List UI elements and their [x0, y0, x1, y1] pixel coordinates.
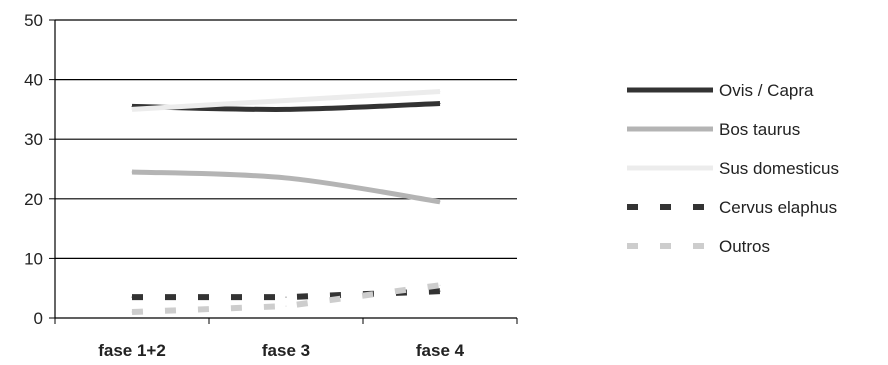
- legend-label-ovis-capra: Ovis / Capra: [719, 81, 814, 100]
- y-tick-label: 50: [24, 11, 43, 30]
- data-point-bos-taurus: [439, 201, 441, 203]
- data-point-sus-domesticus: [439, 91, 441, 93]
- legend-label-sus-domesticus: Sus domesticus: [719, 159, 839, 178]
- data-point-bos-taurus: [285, 177, 287, 179]
- y-tick-label: 40: [24, 71, 43, 90]
- data-point-ovis-capra: [439, 102, 441, 104]
- x-category-label: fase 1+2: [98, 341, 166, 360]
- data-point-ovis-capra: [285, 108, 287, 110]
- data-point-outros: [131, 311, 133, 313]
- axes: [49, 19, 518, 324]
- y-tick-labels: 0 10 20 30 40 50: [24, 11, 43, 328]
- y-tick-label: 20: [24, 190, 43, 209]
- x-category-label: fase 3: [262, 341, 310, 360]
- data-point-sus-domesticus: [131, 108, 133, 110]
- data-point-cervus-elaphus: [131, 296, 133, 298]
- x-category-label: fase 4: [416, 341, 465, 360]
- data-point-cervus-elaphus: [439, 290, 441, 292]
- y-tick-label: 0: [34, 309, 43, 328]
- data-point-sus-domesticus: [285, 99, 287, 101]
- x-category-labels: fase 1+2 fase 3 fase 4: [98, 341, 464, 360]
- series-line-bos-taurus: [131, 169, 441, 205]
- data-point-outros: [439, 284, 441, 286]
- legend: Ovis / Capra Bos taurus Sus domesticus Cerv…: [627, 81, 839, 256]
- series-line-outros: [131, 282, 441, 316]
- data-point-cervus-elaphus: [285, 296, 287, 298]
- gridlines: [55, 19, 517, 259]
- series-line-cervus-elaphus: [132, 288, 441, 301]
- data-point-ovis-capra: [131, 105, 133, 107]
- y-tick-label: 10: [24, 249, 43, 268]
- legend-label-bos-taurus: Bos taurus: [719, 120, 800, 139]
- legend-label-outros: Outros: [719, 237, 770, 256]
- y-tick-label: 30: [24, 130, 43, 149]
- series-lines: [131, 89, 441, 316]
- data-point-outros: [285, 305, 287, 307]
- data-point-bos-taurus: [131, 171, 133, 173]
- legend-label-cervus-elaphus: Cervus elaphus: [719, 198, 837, 217]
